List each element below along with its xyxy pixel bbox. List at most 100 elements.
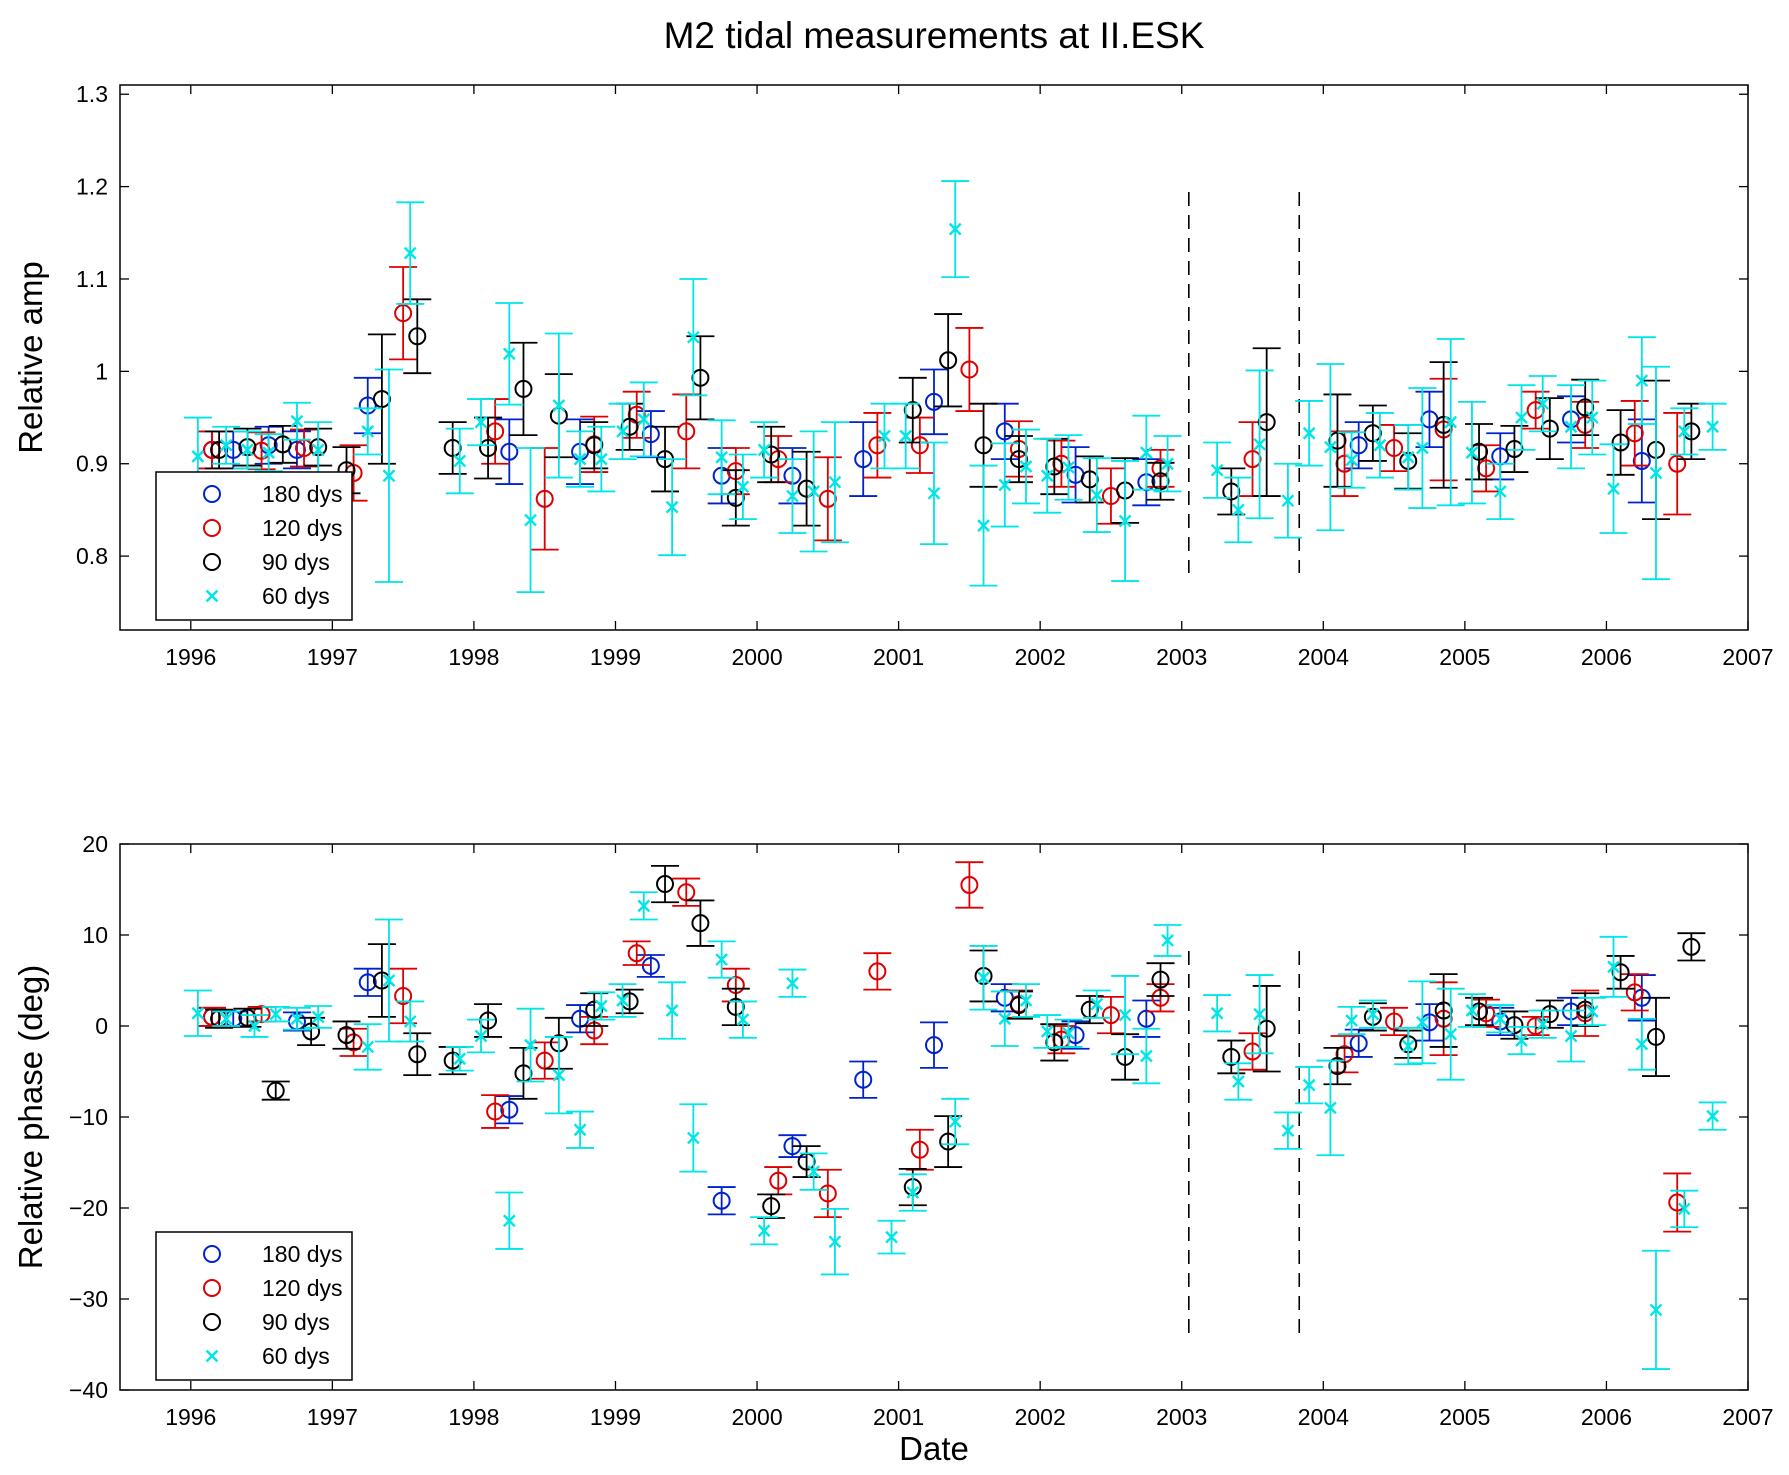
data-point [262,446,275,459]
data-point [1009,450,1028,469]
data-point [524,1038,537,1052]
data-point [1080,470,1099,489]
data-point [939,1132,958,1151]
y-tick-label: 0.8 [76,543,108,569]
data-point-stroke [637,413,651,426]
data-point-stroke [290,1012,304,1026]
data-point [1243,1042,1262,1061]
x-tick-label: 2001 [873,644,924,670]
data-point [1611,963,1630,982]
data-point-stroke [828,1235,842,1249]
y-tick-label: 1.2 [76,174,108,200]
data-point [960,360,979,379]
data-point [818,1184,837,1203]
data-point-stroke [1281,494,1295,508]
data-point-stroke [1585,411,1599,424]
legend-label: 60 dys [262,1343,330,1369]
x-tick-label: 2006 [1581,644,1632,670]
data-point [939,351,958,370]
data-point-stroke [1465,1004,1479,1017]
data-point [665,1004,679,1017]
data-point-stroke [1281,1124,1295,1137]
data-point [878,429,891,443]
data-point-stroke [573,452,587,466]
data-point [910,436,929,455]
data-point [1045,1033,1064,1052]
data-point-stroke [1118,1008,1132,1022]
x-tick-label: 2003 [1156,644,1207,670]
data-point-stroke [1401,1039,1415,1053]
data-point [1668,1193,1687,1212]
legend-marker-stroke [205,1349,219,1363]
data-point-stroke [552,399,566,412]
data-point [677,422,696,441]
data-point [762,445,781,464]
data-point-stroke [474,415,488,429]
y-tick-label: 20 [82,831,108,857]
data-point [1649,466,1663,480]
data-point [828,475,842,489]
data-point [854,450,873,469]
data-point-stroke [1607,482,1620,496]
data-point-stroke [1373,438,1387,452]
legend-marker [205,589,219,603]
data-point [1607,482,1620,496]
data-point [1493,1012,1507,1026]
y-tick-label: −10 [69,1104,108,1130]
data-point [453,1052,467,1066]
data-point-stroke [1607,960,1620,974]
data-point [1101,1006,1120,1025]
data-point [1401,450,1415,464]
data-point-stroke [977,971,990,985]
data-point-stroke [1366,1007,1380,1021]
legend-label: 60 dys [262,583,330,609]
data-point [757,443,771,457]
data-point-stroke [807,485,821,498]
data-point-stroke [1040,1025,1054,1038]
data-point-stroke [757,443,771,457]
x-tick-label: 1998 [448,1404,499,1430]
data-point [1324,440,1337,454]
data-point-stroke [1465,446,1479,459]
data-point-stroke [998,1012,1012,1026]
data-point [573,1123,587,1137]
data-point [1444,415,1458,429]
data-point-stroke [1345,453,1358,467]
data-point-stroke [573,1123,587,1137]
data-point [1493,485,1507,498]
phase-panel: 1996 1997 1998 1999 2000 2001 2002 2003 2004 2005… [12,831,1774,1467]
data-point-stroke [1416,441,1429,455]
data-point [818,489,837,508]
data-point [273,435,292,454]
data-point [1682,937,1701,956]
data-point [1373,438,1387,452]
data-point-stroke [1564,1029,1578,1043]
data-point-stroke [502,1214,516,1228]
data-point-stroke [828,475,842,489]
data-point [500,442,519,461]
data-point [474,1029,488,1043]
data-point [1019,994,1033,1007]
data-point [641,425,660,444]
data-point-stroke [241,443,254,457]
data-point [769,1171,788,1190]
x-tick-label: 2005 [1439,1404,1490,1430]
data-point [1576,398,1595,417]
data-point [266,1081,285,1100]
data-point [500,1100,519,1119]
data-point [691,914,710,933]
y-tick-label: −40 [69,1377,108,1403]
data-point [1019,460,1033,473]
legend-marker [203,519,221,537]
x-tick-label: 2004 [1298,1404,1349,1430]
data-point-stroke [1210,463,1224,477]
data-point [948,1115,962,1128]
data-point-stroke [1635,1037,1649,1051]
x-tick-label: 2001 [873,1404,924,1430]
data-point [1210,1006,1224,1020]
data-point [998,1012,1012,1026]
data-point [1009,996,1028,1015]
data-point [677,883,696,902]
data-point-stroke [1062,461,1075,474]
data-point [762,1197,781,1216]
